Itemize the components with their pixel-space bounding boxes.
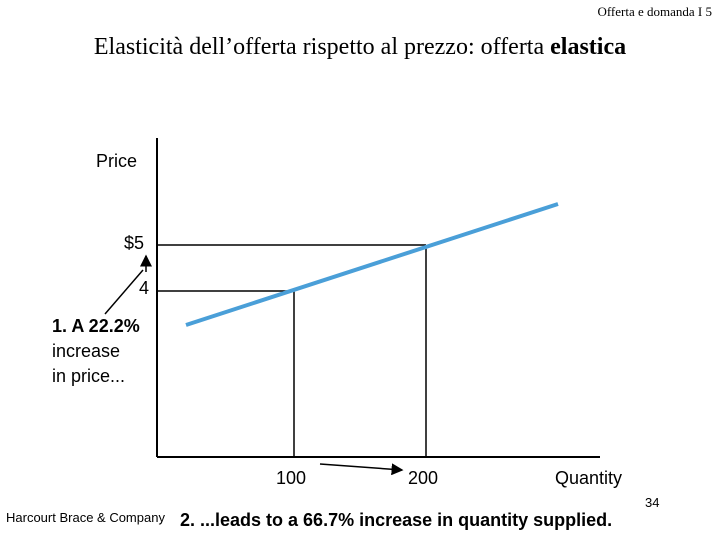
page-number: 34	[645, 495, 660, 510]
supply-curve	[185, 202, 559, 327]
annotation-price-line-3: in price...	[52, 366, 125, 386]
quantity-low-label: 100	[276, 468, 306, 488]
annotation-price-line-1: 1. A 22.2%	[52, 316, 140, 336]
title-emphasis: elastica	[550, 34, 627, 60]
annotation-price-line-2: increase	[52, 341, 120, 361]
price-low-label: 4	[139, 278, 149, 298]
annotation-pointer	[104, 269, 144, 315]
publisher-credit: Harcourt Brace & Company	[6, 510, 165, 525]
quantity-high-label: 200	[408, 468, 438, 488]
quantity-caption: 2. ...leads to a 66.7% increase in quant…	[180, 510, 613, 530]
y-axis-label: Price	[96, 151, 137, 171]
title-prefix: Elasticità dell’offerta rispetto al prez…	[93, 34, 551, 60]
slide-title: Elasticità dell’offerta rispetto al prez…	[0, 34, 720, 61]
slide-header: Offerta e domanda I 5	[597, 4, 712, 19]
x-axis-label: Quantity	[555, 468, 622, 488]
quantity-increase-arrow	[319, 463, 404, 476]
price-high-label: $5	[124, 233, 144, 253]
